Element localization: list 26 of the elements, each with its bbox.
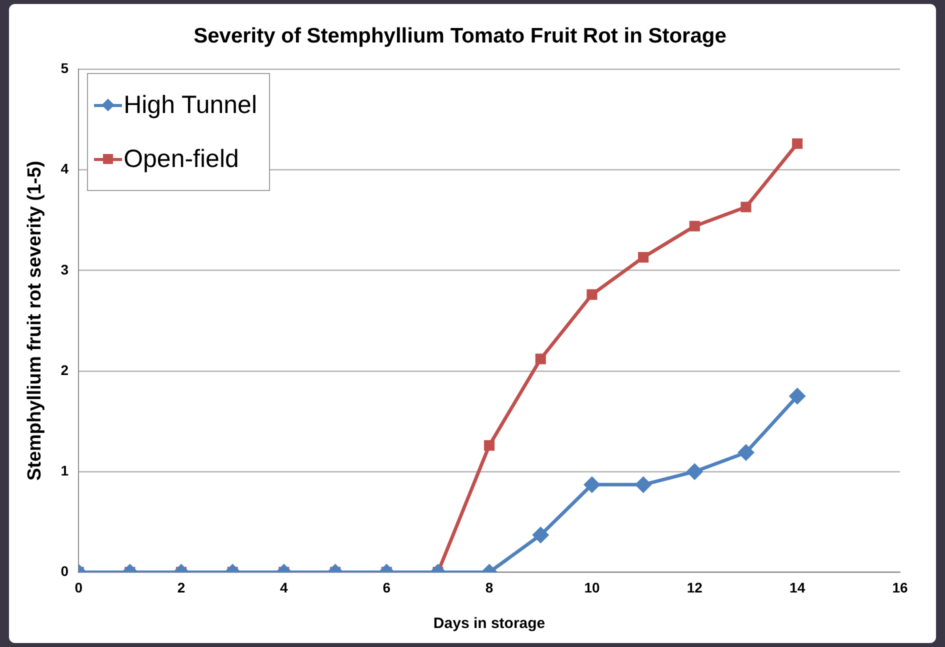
- y-tick-label: 0: [60, 563, 69, 580]
- point: [535, 354, 546, 364]
- x-tick-label: 8: [485, 579, 494, 596]
- x-tick-label: 12: [686, 579, 703, 596]
- point: [586, 289, 598, 300]
- x-tick-label: 4: [280, 579, 288, 596]
- x-tick-label: 10: [584, 579, 600, 596]
- x-tick-label: 0: [74, 579, 83, 596]
- x-axis-title: Days in storage: [433, 615, 546, 632]
- y-tick-label: 3: [60, 261, 69, 278]
- y-tick-label: 1: [60, 462, 69, 478]
- legend-label: High Tunnel: [124, 90, 258, 120]
- point: [638, 252, 649, 263]
- x-tick-label: 16: [892, 579, 908, 596]
- y-axis-title: Stemphyllium fruit rot severity (1-5): [24, 160, 46, 481]
- point: [740, 202, 752, 212]
- y-tick-label: 5: [60, 60, 69, 76]
- y-tick-label: 2: [60, 362, 69, 378]
- x-tick-label: 2: [177, 579, 186, 596]
- chart-title: Severity of Stemphyllium Tomato Fruit Rot in Storage: [194, 24, 726, 48]
- x-tick-label: 14: [790, 579, 806, 596]
- point: [689, 220, 700, 232]
- y-tick-label: 4: [60, 160, 69, 177]
- legend-label: Open-field: [124, 144, 239, 174]
- x-tick-label: 6: [382, 579, 391, 596]
- point: [790, 388, 806, 404]
